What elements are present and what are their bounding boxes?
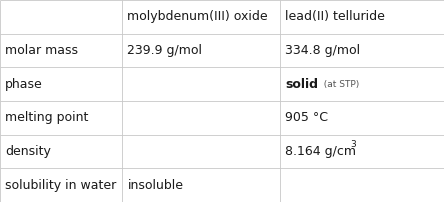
Text: density: density bbox=[5, 145, 51, 158]
Text: insoluble: insoluble bbox=[127, 179, 183, 192]
Text: molybdenum(III) oxide: molybdenum(III) oxide bbox=[127, 10, 268, 23]
Text: phase: phase bbox=[5, 78, 43, 91]
Text: 239.9 g/mol: 239.9 g/mol bbox=[127, 44, 202, 57]
Text: (at STP): (at STP) bbox=[318, 80, 360, 89]
Text: solubility in water: solubility in water bbox=[5, 179, 117, 192]
Text: melting point: melting point bbox=[5, 111, 89, 124]
Text: molar mass: molar mass bbox=[5, 44, 78, 57]
Text: lead(II) telluride: lead(II) telluride bbox=[285, 10, 385, 23]
Text: 905 °C: 905 °C bbox=[285, 111, 328, 124]
Text: 334.8 g/mol: 334.8 g/mol bbox=[285, 44, 360, 57]
Text: 8.164 g/cm: 8.164 g/cm bbox=[285, 145, 356, 158]
Text: 3: 3 bbox=[351, 140, 357, 149]
Text: solid: solid bbox=[285, 78, 318, 91]
